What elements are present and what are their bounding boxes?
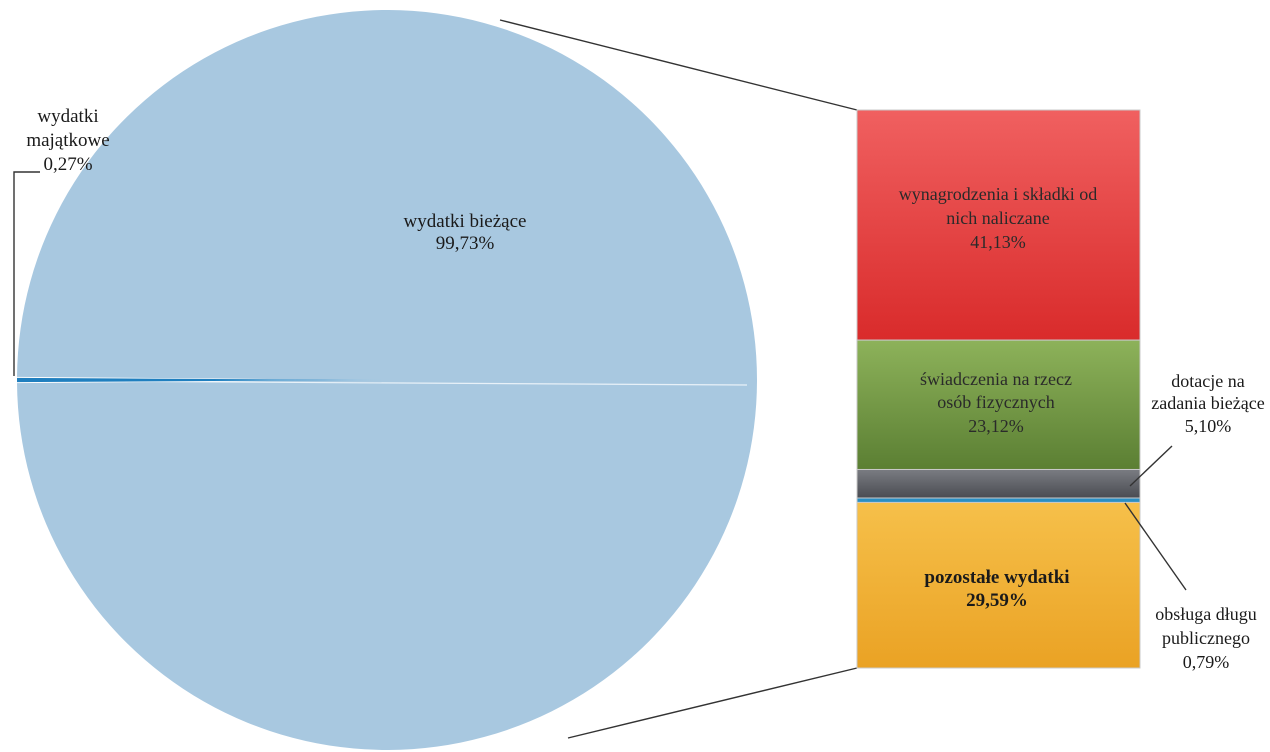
connector-line-bottom xyxy=(567,667,858,739)
segment2-value-label: 23,12% xyxy=(968,416,1024,436)
segment3-value-label: 5,10% xyxy=(1185,416,1232,436)
labels: wydatki bieżące 99,73% wydatki majątkowe… xyxy=(26,106,1264,672)
segment4-label-line2: publicznego xyxy=(1162,628,1250,648)
stacked-bar xyxy=(856,109,1141,669)
segment3-label-line1: dotacje na xyxy=(1171,371,1244,391)
segment1-label-line2: nich naliczane xyxy=(946,208,1049,228)
connector-line-top xyxy=(499,19,858,111)
segment1-label-line1: wynagrodzenia i składki od xyxy=(899,184,1097,204)
segment4-value-label: 0,79% xyxy=(1183,652,1230,672)
segment5-label-line1: pozostałe wydatki xyxy=(924,567,1069,588)
segment5-value-label: 29,59% xyxy=(966,590,1028,611)
connector-lines xyxy=(499,19,858,739)
pie-main-name-label: wydatki bieżące xyxy=(404,211,527,232)
segment2-label-line2: osób fizycznych xyxy=(937,392,1054,412)
segment4-leader-line xyxy=(1124,502,1187,591)
segment3-label-line2: zadania bieżące xyxy=(1151,393,1264,413)
segment2-label-line1: świadczenia na rzecz xyxy=(920,369,1072,389)
segment4-label-line1: obsługa długu xyxy=(1155,604,1257,624)
bar-segment-1 xyxy=(856,109,1141,341)
bar-segment-5 xyxy=(856,501,1141,669)
bar-segment-2 xyxy=(856,339,1141,470)
bar-segment-3 xyxy=(856,468,1141,499)
pie-small-name-line1: wydatki xyxy=(37,106,98,127)
pie-slice-wydatki-majatkowe xyxy=(17,377,388,383)
leader-lines xyxy=(13,171,1187,591)
pie-divider-line xyxy=(46,380,748,386)
pie-slice-wydatki-biezace xyxy=(17,10,757,751)
segment3-leader-line xyxy=(1129,445,1173,487)
pie-small-leader-line xyxy=(13,171,40,376)
pie xyxy=(17,10,757,751)
pie-small-value-label: 0,27% xyxy=(43,154,92,175)
segment1-value-label: 41,13% xyxy=(970,232,1026,252)
bar-segment-4 xyxy=(856,497,1141,503)
pie-small-name-line2: majątkowe xyxy=(26,130,109,151)
pie-main-value-label: 99,73% xyxy=(436,233,495,254)
